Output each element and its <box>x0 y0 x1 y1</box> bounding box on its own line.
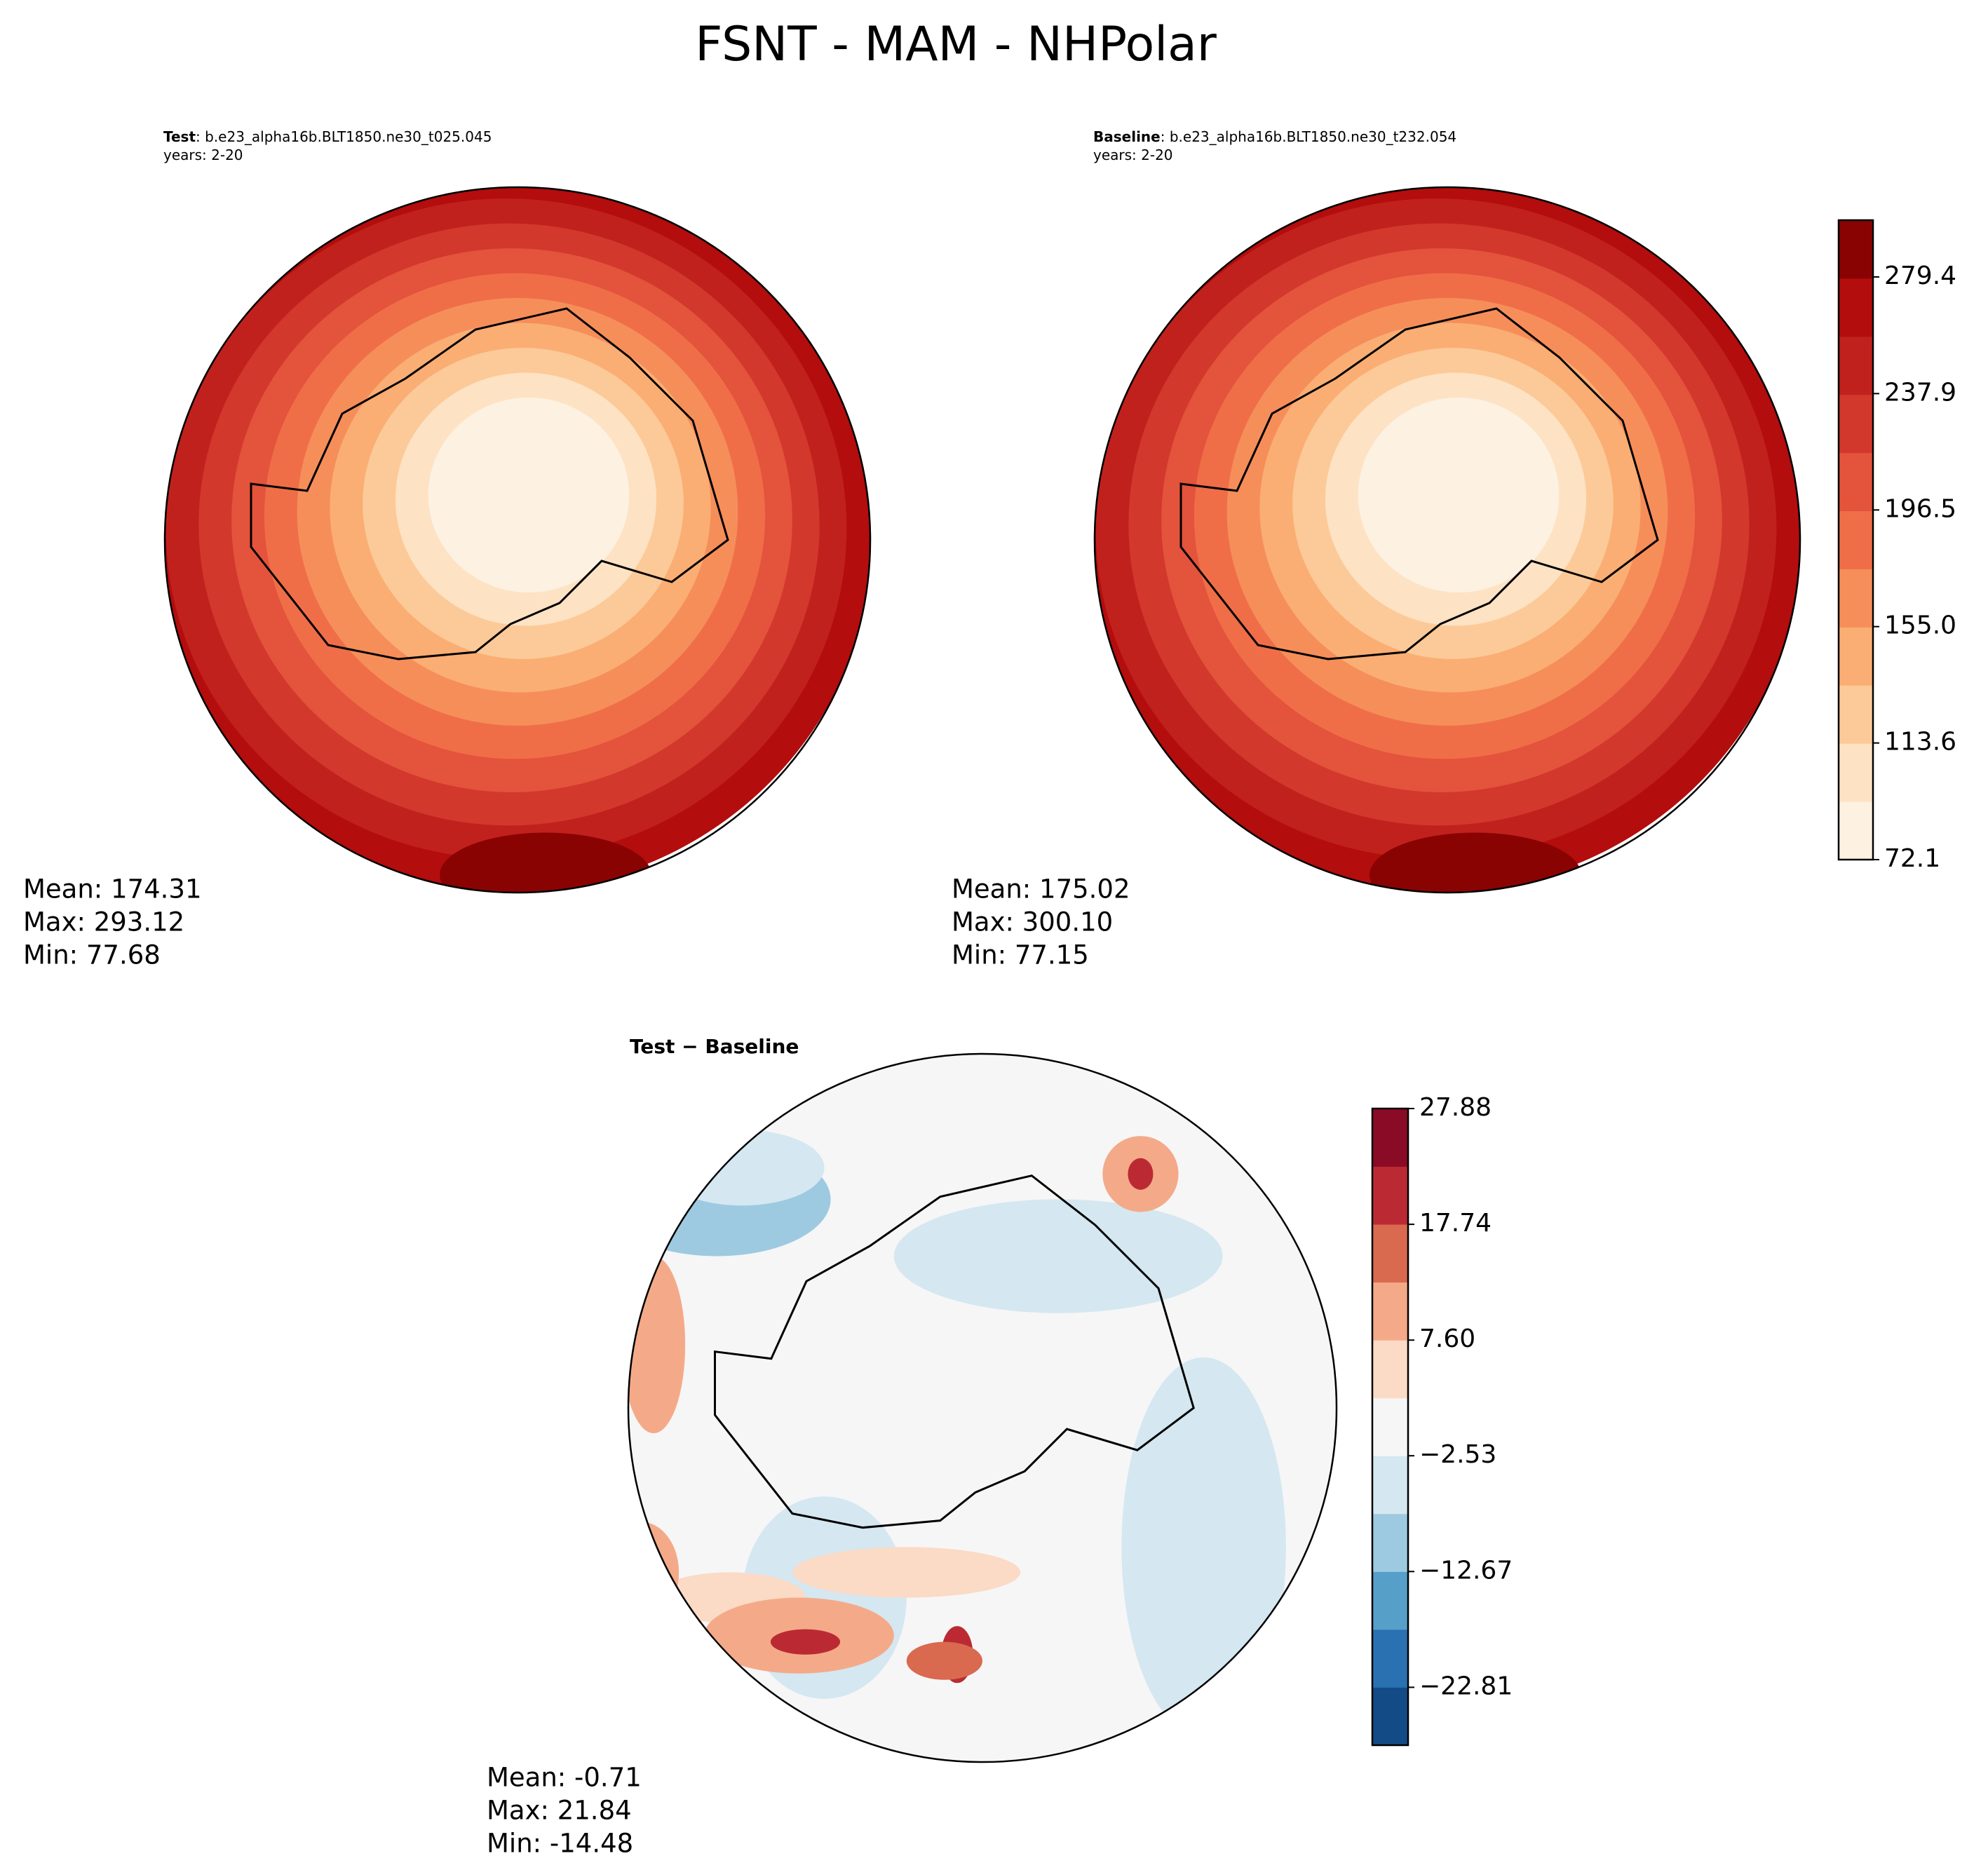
colorbar-tick-label: 279.4 <box>1884 262 1956 290</box>
map-contour <box>792 1547 1021 1598</box>
map <box>628 1054 1337 1762</box>
colorbar-tick-label: 113.6 <box>1884 728 1956 757</box>
colorbar-band <box>1372 1282 1408 1341</box>
colorbar-band <box>1372 1340 1408 1399</box>
colorbar-band <box>1839 510 1873 569</box>
panel-label-case: : b.e23_alpha16b.BLT1850.ne30_t025.045 <box>196 128 492 145</box>
panel-years: years: 2-20 <box>1093 147 1173 163</box>
panel-label: Test − Baseline <box>630 1035 799 1058</box>
colorbar-tick-label: −22.81 <box>1419 1672 1513 1700</box>
colorbar-band <box>1372 1397 1408 1456</box>
map-contour <box>906 1641 982 1680</box>
panel-stat: Mean: -0.71 <box>487 1763 642 1793</box>
panel-label: Baseline: b.e23_alpha16b.BLT1850.ne30_t2… <box>1093 128 1456 145</box>
panel-label-bold: Test <box>163 128 196 145</box>
panel-stat: Mean: 174.31 <box>23 874 202 904</box>
map-contour <box>770 1629 841 1655</box>
colorbar-band <box>1839 743 1873 802</box>
colorbar-band <box>1372 1513 1408 1572</box>
panel-years: years: 2-20 <box>163 147 243 163</box>
map-contour <box>1128 1158 1154 1190</box>
colorbar-band <box>1839 569 1873 628</box>
colorbar-tick-label: 7.60 <box>1419 1324 1475 1353</box>
panel-label: Test: b.e23_alpha16b.BLT1850.ne30_t025.0… <box>163 128 492 145</box>
colorbar-band <box>1839 220 1873 279</box>
map-contour <box>1358 397 1560 593</box>
map-border <box>163 186 872 894</box>
colorbar-tick-label: −12.67 <box>1419 1556 1513 1585</box>
map-contour <box>1370 832 1581 893</box>
panel-stat: Min: 77.15 <box>952 940 1089 970</box>
map-border <box>627 1052 1338 1763</box>
panel-stat: Max: 300.10 <box>952 907 1113 937</box>
colorbar-band <box>1839 801 1873 860</box>
colorbar-band <box>1372 1571 1408 1630</box>
panel-stat: Max: 21.84 <box>487 1796 632 1826</box>
panel-stat: Min: 77.68 <box>23 940 161 970</box>
colorbar-frame <box>1837 219 1874 861</box>
colorbar-band <box>1372 1224 1408 1283</box>
colorbar-band <box>1839 336 1873 395</box>
colorbar-band <box>1372 1109 1408 1167</box>
colorbar-tick-label: 196.5 <box>1884 494 1956 523</box>
coastline <box>713 1174 1195 1529</box>
colorbar-tick-label: 155.0 <box>1884 611 1956 640</box>
map-contour <box>428 397 630 593</box>
map-contour <box>1121 1357 1286 1737</box>
colorbar-frame <box>1371 1107 1409 1747</box>
colorbar-tick-label: 237.9 <box>1884 378 1956 407</box>
map-border <box>1093 186 1801 894</box>
map-contour <box>440 832 651 893</box>
colorbar-tick-label: 27.88 <box>1419 1093 1492 1122</box>
panel-stat: Min: -14.48 <box>487 1829 633 1859</box>
colorbar-band <box>1372 1687 1408 1746</box>
colorbar-band <box>1839 685 1873 744</box>
colorbar-band <box>1372 1629 1408 1688</box>
coastline <box>1179 307 1659 660</box>
figure-title: FSNT - MAM - NHPolar <box>695 17 1217 72</box>
colorbar-tick-label: 17.74 <box>1419 1209 1492 1238</box>
colorbar-band <box>1372 1456 1408 1515</box>
panel-stat: Mean: 175.02 <box>952 874 1130 904</box>
panel-stat: Max: 293.12 <box>23 907 184 937</box>
panel-label-bold: Test − Baseline <box>630 1035 799 1058</box>
map-contour <box>893 1199 1223 1313</box>
colorbar-band <box>1839 278 1873 337</box>
colorbar-band <box>1839 627 1873 686</box>
panel-label-bold: Baseline <box>1093 128 1161 145</box>
coastline <box>250 307 729 660</box>
map <box>165 187 870 893</box>
colorbar-band <box>1839 452 1873 512</box>
colorbar-band <box>1839 394 1873 454</box>
colorbar-tick-label: −2.53 <box>1419 1440 1496 1469</box>
colorbar-band <box>1372 1166 1408 1225</box>
colorbar-tick-label: 72.1 <box>1884 844 1940 873</box>
panel-label-case: : b.e23_alpha16b.BLT1850.ne30_t232.054 <box>1161 128 1456 145</box>
map <box>1095 187 1800 893</box>
